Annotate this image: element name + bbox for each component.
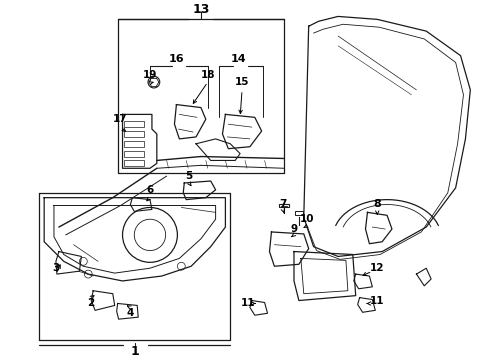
- Text: 7: 7: [279, 199, 287, 208]
- Bar: [124, 141, 144, 147]
- Text: 3: 3: [52, 263, 60, 273]
- Text: 10: 10: [299, 214, 314, 224]
- Bar: [124, 161, 144, 166]
- Text: 5: 5: [186, 171, 193, 181]
- Bar: [279, 203, 289, 207]
- Text: 2: 2: [88, 298, 95, 309]
- Bar: [124, 121, 144, 127]
- Text: 16: 16: [169, 54, 184, 64]
- Text: 6: 6: [147, 185, 153, 195]
- Text: 9: 9: [291, 224, 297, 234]
- Text: 12: 12: [370, 263, 385, 273]
- Text: 18: 18: [200, 70, 215, 80]
- Text: 17: 17: [113, 114, 128, 124]
- Bar: [295, 211, 303, 215]
- Text: 8: 8: [373, 199, 381, 208]
- Text: 14: 14: [230, 54, 246, 64]
- Bar: [124, 150, 144, 157]
- Text: 15: 15: [235, 77, 249, 87]
- Text: 11: 11: [370, 296, 385, 306]
- Text: 11: 11: [241, 298, 255, 309]
- Bar: [124, 131, 144, 137]
- Text: 1: 1: [131, 345, 140, 358]
- Text: 19: 19: [143, 70, 157, 80]
- Text: 13: 13: [192, 3, 210, 16]
- Text: 4: 4: [127, 308, 134, 318]
